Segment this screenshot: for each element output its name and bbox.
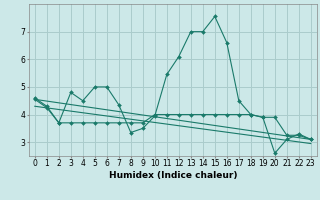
X-axis label: Humidex (Indice chaleur): Humidex (Indice chaleur) xyxy=(108,171,237,180)
